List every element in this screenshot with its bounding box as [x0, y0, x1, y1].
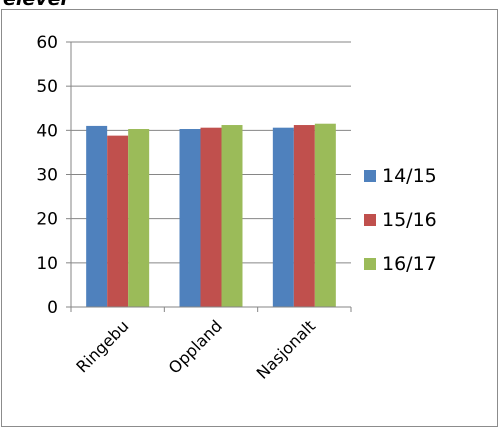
- y-tick-label-20: 20: [36, 210, 58, 230]
- axes: [66, 41, 352, 312]
- bar-nasjonalt-16-17: [314, 123, 336, 307]
- y-tick-labels: 0 10 20 30 40 50 60: [36, 33, 58, 318]
- x-tick-label-nasjonalt: Nasjonalt: [253, 316, 319, 382]
- y-tick-label-10: 10: [36, 254, 58, 274]
- y-tick-label-30: 30: [36, 166, 58, 186]
- bar-nasjonalt-14-15: [272, 127, 294, 307]
- legend-swatch-14-15: [364, 170, 376, 182]
- bar-oppland-15-16: [200, 127, 222, 307]
- legend-swatch-16-17: [364, 258, 376, 270]
- bar-ringebu-14-15: [86, 125, 108, 308]
- y-tick-label-40: 40: [36, 121, 58, 141]
- bars: [86, 123, 336, 308]
- bar-oppland-16-17: [221, 125, 243, 308]
- x-tick-labels: Ringebu Oppland Nasjonalt: [72, 316, 319, 382]
- legend-label-16-17: 16/17: [382, 253, 437, 275]
- legend-label-14-15: 14/15: [382, 165, 437, 187]
- x-tick-label-oppland: Oppland: [165, 316, 226, 377]
- bar-oppland-14-15: [179, 129, 201, 307]
- legend: 14/15 15/16 16/17: [364, 165, 437, 275]
- legend-label-15-16: 15/16: [382, 209, 437, 231]
- y-tick-label-60: 60: [36, 33, 58, 53]
- bar-nasjonalt-15-16: [293, 125, 315, 308]
- bar-ringebu-16-17: [128, 129, 150, 307]
- chart-frame: [1, 9, 498, 427]
- y-tick-label-50: 50: [36, 77, 58, 97]
- legend-swatch-15-16: [364, 214, 376, 226]
- bar-ringebu-15-16: [107, 135, 129, 307]
- chart-caption: elever: [3, 0, 70, 10]
- y-tick-label-0: 0: [47, 298, 58, 318]
- x-tick-label-ringebu: Ringebu: [72, 316, 132, 376]
